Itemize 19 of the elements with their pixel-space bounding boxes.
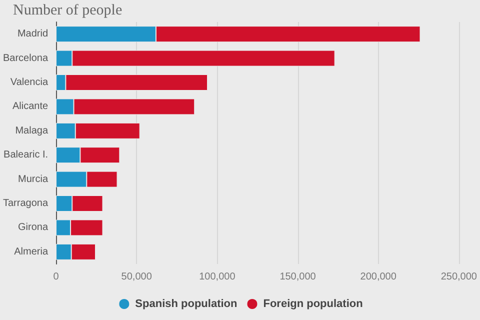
y-tick-label: Malaga bbox=[15, 125, 48, 136]
y-tick-label: Almeria bbox=[14, 246, 48, 258]
y-tick-label: Alicante bbox=[12, 101, 48, 112]
chart-title: Number of people bbox=[13, 2, 122, 18]
y-tick-label: Madrid bbox=[17, 28, 48, 40]
x-tick-label: 250,000 bbox=[440, 272, 478, 282]
x-tick-label: 0 bbox=[53, 272, 60, 282]
y-tick-label: Valencia bbox=[10, 77, 48, 88]
legend-label: Foreign population bbox=[263, 298, 364, 310]
y-tick-label: Girona bbox=[18, 222, 48, 234]
x-tick-label: 50,000 bbox=[121, 272, 152, 282]
x-tick-label: 150,000 bbox=[280, 272, 316, 282]
y-tick-label: Murcia bbox=[18, 174, 48, 185]
y-tick-label: Barcelona bbox=[3, 52, 48, 64]
y-tick-label: Tarragona bbox=[3, 198, 48, 209]
x-tick-label: 200,000 bbox=[360, 272, 397, 282]
y-tick-label: Balearic I. bbox=[4, 150, 48, 161]
legend-label: Spanish population bbox=[135, 298, 238, 310]
x-tick-label: 100,000 bbox=[199, 272, 236, 282]
